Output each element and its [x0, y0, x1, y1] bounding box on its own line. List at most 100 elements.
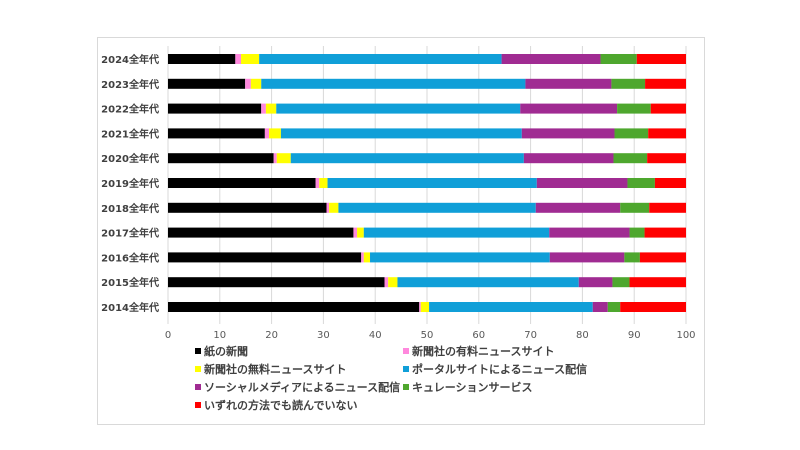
bar-segment	[650, 103, 686, 114]
legend-item: いずれの方法でも読んでいない	[195, 397, 357, 413]
bar-segment	[276, 103, 521, 114]
bar-segment	[645, 78, 686, 89]
x-tick-label: 70	[524, 330, 537, 341]
bar-segment	[168, 178, 316, 188]
bar-segment	[168, 78, 246, 89]
bar-segment	[273, 153, 277, 164]
bar-segment	[624, 252, 640, 263]
stacked-bar-chart: 0 10 20 30 40 50 60 70 80 90 100 2024全年代 2023全年代 2022…	[101, 46, 696, 341]
legend-label: ソーシャルメディアによるニュース配信	[204, 381, 401, 394]
bar-segment	[639, 252, 686, 263]
y-category-label: 2016全年代	[101, 251, 159, 264]
bar-segment	[525, 78, 612, 89]
bar-segment	[329, 202, 339, 213]
x-tick-label: 40	[369, 330, 382, 341]
legend-label: キュレーションサービス	[412, 381, 533, 394]
x-tick-label: 100	[676, 330, 695, 341]
bar-segment	[578, 277, 613, 288]
bar-segment	[168, 153, 274, 164]
bar-segment	[290, 153, 524, 164]
y-category-label: 2023全年代	[101, 78, 159, 91]
y-category-label: 2017全年代	[101, 227, 159, 240]
bar-segment	[429, 302, 593, 312]
x-tick-label: 60	[472, 330, 485, 341]
bar-segment	[265, 103, 277, 114]
bar-segment	[612, 277, 630, 288]
y-category-label: 2022全年代	[101, 103, 159, 116]
bar-segment	[235, 54, 242, 64]
bar-segment	[245, 78, 251, 89]
legend-swatch	[195, 384, 201, 390]
x-tick-label: 30	[317, 330, 330, 341]
bar-segment	[269, 128, 281, 139]
bar-segment	[370, 252, 550, 263]
legend-item: 紙の新聞	[195, 343, 248, 359]
bar-segment	[649, 202, 686, 213]
bar-segment	[521, 128, 615, 139]
bar-segment	[501, 54, 601, 64]
legend-swatch	[195, 366, 201, 372]
bar-segment	[617, 103, 651, 114]
legend-label: いずれの方法でも読んでいない	[204, 399, 358, 412]
legend-item: キュレーションサービス	[403, 379, 533, 395]
bar-segment	[353, 227, 358, 238]
bar-segment	[613, 153, 648, 164]
x-tick-label: 20	[265, 330, 278, 341]
bar-segment	[241, 54, 260, 64]
legend-item: 新聞社の無料ニュースサイト	[195, 361, 346, 377]
y-category-label: 2024全年代	[101, 53, 159, 66]
bar-segment	[629, 277, 686, 288]
bar-segment	[523, 153, 614, 164]
y-category-label: 2020全年代	[101, 152, 159, 165]
bar-segment	[384, 277, 389, 288]
bar-segment	[419, 302, 421, 312]
bar-segment	[611, 78, 646, 89]
bar-segment	[276, 153, 291, 164]
legend-label: ポータルサイトによるニュース配信	[412, 363, 588, 376]
bar-segment	[168, 202, 327, 213]
bar-segment	[338, 202, 536, 213]
bar-segment	[629, 227, 645, 238]
bar-segment	[357, 227, 364, 238]
bar-segment	[520, 103, 618, 114]
bar-segment	[315, 178, 320, 188]
x-tick-label: 0	[165, 330, 171, 341]
bar-segment	[261, 103, 266, 114]
legend-item: ソーシャルメディアによるニュース配信	[195, 379, 400, 395]
x-tick-label: 80	[576, 330, 589, 341]
bar-segment	[361, 252, 364, 263]
bar-segment	[654, 178, 686, 188]
x-tick-label: 10	[213, 330, 226, 341]
bar-segment	[627, 178, 655, 188]
bar-segment	[363, 227, 550, 238]
y-category-label: 2015全年代	[101, 276, 159, 289]
y-category-label: 2021全年代	[101, 127, 159, 140]
legend-label: 新聞社の有料ニュースサイト	[412, 345, 555, 358]
legend-item: 新聞社の有料ニュースサイト	[403, 343, 554, 359]
bar-segment	[648, 128, 686, 139]
bar-segment	[636, 54, 686, 64]
legend-item: ポータルサイトによるニュース配信	[403, 361, 587, 377]
bar-segment	[168, 128, 265, 139]
bar-segment	[319, 178, 328, 188]
legend-label: 新聞社の無料ニュースサイト	[204, 363, 347, 376]
bar-segment	[549, 252, 625, 263]
bar-segment	[259, 54, 502, 64]
y-category-label: 2018全年代	[101, 202, 159, 215]
bar-segment	[420, 302, 430, 312]
legend-swatch	[195, 402, 201, 408]
legend-swatch	[195, 348, 201, 354]
y-category-label: 2019全年代	[101, 177, 159, 190]
bar-segment	[264, 128, 270, 139]
bar-segment	[600, 54, 637, 64]
bar-segment	[644, 227, 686, 238]
bar-segment	[549, 227, 630, 238]
bar-segment	[261, 78, 526, 89]
bar-segment	[536, 178, 628, 188]
bar-segment	[535, 202, 621, 213]
bar-segment	[647, 153, 686, 164]
x-tick-label: 50	[421, 330, 434, 341]
chart-area: 0 10 20 30 40 50 60 70 80 90 100 2024全年代 2023全年代 2022…	[97, 37, 705, 425]
bar-segment	[614, 128, 649, 139]
bar-segment	[388, 277, 398, 288]
